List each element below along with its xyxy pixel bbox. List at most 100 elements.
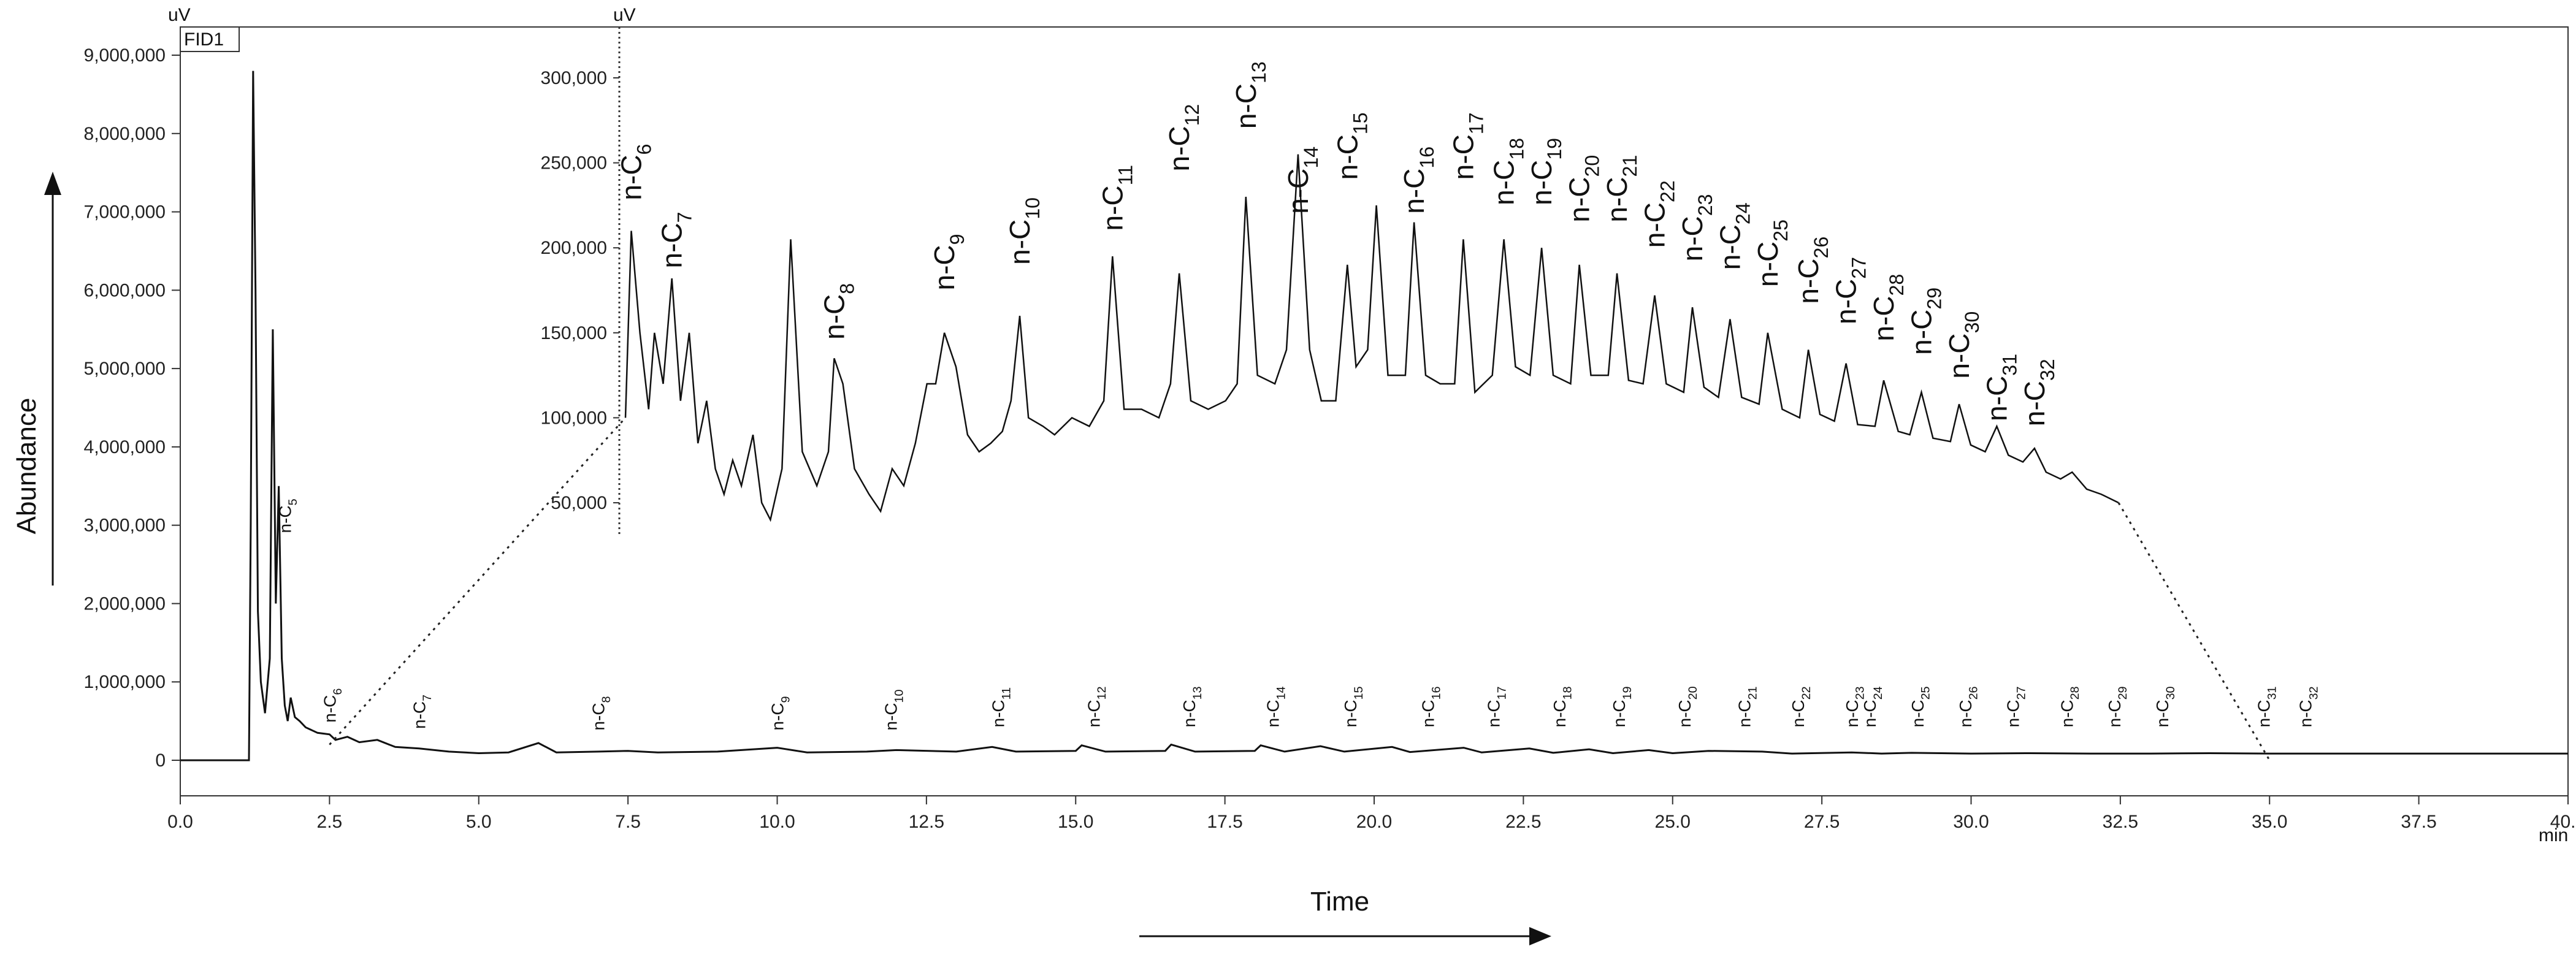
peak-label-nc11: n-C11 (1096, 165, 1136, 231)
peak-label-nc10: n-C10 (1004, 197, 1044, 265)
x-tick-label: 22.5 (1505, 812, 1541, 832)
y-tick-label: 1,000,000 (84, 672, 166, 692)
zoom-connector-right (2117, 502, 2271, 761)
peak-label-nc27: n-C27 (1830, 257, 1870, 324)
x-tick-label: 10.0 (759, 812, 795, 832)
x-tick-label: 5.0 (466, 812, 492, 832)
peak-label-nc32: n-C32 (2019, 359, 2058, 426)
fid1-label: FID1 (184, 29, 224, 50)
x-tick-label: 25.0 (1655, 812, 1691, 832)
x-tick-label: 20.0 (1356, 812, 1392, 832)
x-tick-label: 37.5 (2401, 812, 2436, 832)
x-unit-label: min (2539, 825, 2568, 845)
x-tick-label: 35.0 (2252, 812, 2287, 832)
peak-label-nc6: n-C6 (320, 689, 345, 723)
x-tick-label: 27.5 (1804, 812, 1840, 832)
peak-label-nc22: n-C22 (1638, 180, 1678, 248)
peak-label-nc8: n-C8 (589, 696, 613, 730)
inset-y-axis: 50,000 100,000 150,000 200,000 250,000 300,00… (541, 27, 621, 536)
x-tick-label: 30.0 (1953, 812, 1989, 832)
peak-label-nc12: n-C12 (1163, 104, 1203, 172)
fid1-box (180, 26, 240, 52)
inset-y-tick-label: 50,000 (551, 493, 607, 513)
inset-y-unit-label: uV (613, 5, 636, 25)
peak-label-nc23: n-C23 (1676, 194, 1716, 261)
peak-label-nc9: n-C9 (928, 234, 968, 290)
peak-label-nc12: n-C12 (1084, 686, 1109, 727)
peak-label-nc21: n-C21 (1601, 155, 1641, 223)
peak-label-nc23: n-C23 (1843, 686, 1867, 727)
inset-peak-labels: n-C6n-C7 n-C8 n-C9 n-C10 n-C11 n-C12 n-C13 n-C1… (615, 61, 2058, 426)
peak-label-nc26: n-C26 (1956, 686, 1981, 727)
peak-label-nc14: n-C14 (1264, 686, 1288, 727)
peak-label-nc16: n-C16 (1398, 147, 1438, 214)
peak-label-nc30: n-C30 (1943, 311, 1983, 379)
peak-label-nc24: n-C24 (1860, 686, 1885, 727)
peak-label-nc20: n-C20 (1675, 686, 1700, 727)
peak-label-nc15: n-C15 (1341, 686, 1366, 727)
peak-label-nc15: n-C15 (1331, 112, 1371, 180)
peak-label-nc26: n-C26 (1792, 237, 1832, 304)
main-axes: 0.0 2.5 5.0 7.5 10.0 12.5 15.0 17.5 20.0 22.5 25.0… (84, 45, 2576, 832)
peak-label-nc7: n-C7 (410, 695, 434, 729)
inset-y-tick-label: 100,000 (541, 408, 607, 428)
x-axis-title: Time (1310, 887, 1369, 917)
x-tick-label: 12.5 (909, 812, 944, 832)
peak-label-nc19: n-C19 (1610, 686, 1634, 727)
peak-label-nc30: n-C30 (2153, 686, 2177, 727)
inset-y-tick-label: 150,000 (541, 323, 607, 343)
x-axis-arrowhead (1529, 927, 1551, 945)
inset-y-tick-label: 200,000 (541, 238, 607, 258)
peak-label-nc21: n-C21 (1735, 686, 1760, 727)
main-chromatogram-line (180, 71, 2568, 761)
peak-label-nc13: n-C13 (1180, 686, 1204, 727)
peak-label-nc25: n-C25 (1752, 219, 1792, 287)
peak-label-nc31: n-C31 (2255, 686, 2279, 727)
x-tick-label: 17.5 (1207, 812, 1242, 832)
peak-label-nc28: n-C28 (1868, 274, 1908, 342)
peak-label-nc9: n-C9 (768, 696, 793, 730)
peak-label-nc27: n-C27 (2004, 686, 2028, 727)
y-tick-label: 4,000,000 (84, 437, 166, 457)
peak-label-nc28: n-C28 (2057, 686, 2082, 727)
peak-label-nc19: n-C19 (1526, 138, 1565, 205)
y-tick-label: 0 (155, 750, 166, 771)
y-unit-label: uV (168, 5, 191, 25)
peak-label-nc7: n-C7 (656, 212, 696, 268)
y-tick-label: 3,000,000 (84, 516, 166, 536)
x-tick-label: 40.0 (2550, 812, 2576, 832)
y-tick-label: 5,000,000 (84, 359, 166, 379)
y-tick-label: 2,000,000 (84, 593, 166, 614)
y-axis-arrowhead (44, 172, 61, 195)
peak-label-nc17: n-C17 (1447, 112, 1487, 180)
peak-label-nc24: n-C24 (1714, 202, 1754, 270)
inset-y-tick-label: 300,000 (541, 68, 607, 88)
x-tick-label: 15.0 (1058, 812, 1093, 832)
peak-label-nc5: n-C5 (275, 498, 300, 533)
y-tick-label: 7,000,000 (84, 202, 166, 223)
peak-label-nc13: n-C13 (1230, 61, 1270, 129)
peak-label-nc29: n-C29 (1905, 288, 1945, 355)
y-tick-label: 8,000,000 (84, 124, 166, 144)
peak-label-nc22: n-C22 (1789, 686, 1813, 727)
main-peak-labels: n-C5 n-C6 n-C7 n-C8 n-C9 n-C10 n-C11 n-C12 n-C13… (275, 498, 2320, 730)
peak-label-nc25: n-C25 (1908, 686, 1933, 727)
x-tick-label: 32.5 (2103, 812, 2138, 832)
x-tick-label: 0.0 (167, 812, 193, 832)
y-tick-label: 6,000,000 (84, 280, 166, 300)
peak-label-nc16: n-C16 (1419, 686, 1443, 727)
peak-label-nc17: n-C17 (1485, 686, 1509, 727)
inset-y-tick-label: 250,000 (541, 153, 607, 174)
peak-label-nc20: n-C20 (1564, 155, 1603, 223)
x-tick-label: 7.5 (615, 812, 641, 832)
peak-label-nc14: n-C14 (1282, 147, 1322, 214)
peak-label-nc32: n-C32 (2296, 686, 2321, 727)
zoom-connector-left (329, 417, 627, 746)
y-tick-label: 9,000,000 (84, 45, 166, 66)
peak-label-nc18: n-C18 (1550, 686, 1575, 727)
peak-label-nc18: n-C18 (1488, 138, 1528, 205)
peak-label-nc11: n-C11 (989, 687, 1014, 727)
peak-label-nc31: n-C31 (1981, 354, 2020, 421)
plot-frame (180, 26, 2569, 796)
